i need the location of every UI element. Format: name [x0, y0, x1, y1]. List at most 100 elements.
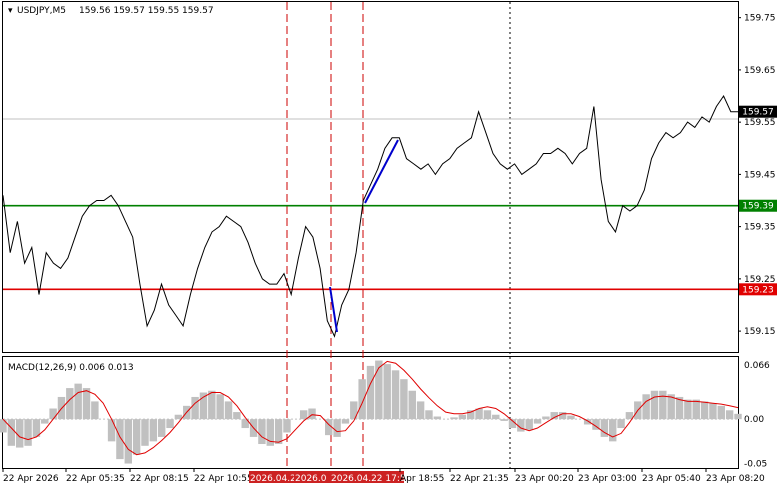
macd-bar — [233, 412, 241, 420]
macd-bar — [592, 419, 600, 430]
macd-bar — [308, 408, 316, 420]
level-tag-0 — [739, 199, 777, 212]
macd-bar — [650, 390, 659, 420]
macd-label: MACD(12,26,9) 0.006 0.013 — [8, 363, 134, 373]
macd-bar — [450, 417, 458, 420]
macd-bar — [116, 419, 124, 460]
macd-bar — [149, 419, 158, 442]
macd-bar — [49, 408, 57, 420]
macd-bar — [583, 419, 592, 425]
price-line — [2, 94, 738, 338]
time-marker-tag — [249, 471, 294, 483]
macd-bar — [274, 419, 283, 445]
macd-bar — [7, 419, 16, 446]
time-tick-label: 22 Apr 10:55 — [194, 474, 253, 484]
time-tick-label: 22 Apr 05:35 — [66, 474, 125, 484]
level-tag-label-0: 159.39 — [742, 202, 774, 212]
macd-bar — [216, 394, 224, 420]
macd-bar — [667, 394, 675, 420]
macd-bar — [617, 419, 625, 429]
time-tick-label: Apr 18:55 — [400, 474, 444, 484]
time-marker-label: 2026.0 — [295, 474, 327, 484]
macd-bar — [500, 419, 508, 421]
macd-bar — [208, 390, 216, 420]
macd-tick-label: 0.00 — [744, 415, 764, 425]
macd-bar — [15, 419, 24, 448]
macd-bar — [375, 360, 383, 420]
macd-bar — [24, 419, 32, 446]
macd-bar — [366, 365, 375, 420]
macd-bar — [425, 410, 433, 420]
price-tick-label: 159.35 — [744, 223, 776, 233]
macd-bar — [41, 419, 49, 424]
price-axis: 159.75159.65159.55159.45159.35159.25159.… — [738, 14, 776, 337]
current-price-tag — [739, 105, 777, 118]
price-pane — [2, 1, 739, 353]
price-tick-label: 159.75 — [744, 14, 776, 24]
macd-bar — [124, 419, 133, 464]
macd-bar — [525, 419, 533, 430]
macd-bar — [684, 399, 692, 420]
macd-bar — [341, 419, 350, 424]
highlight-segment-0 — [329, 286, 338, 333]
macd-bar — [550, 412, 558, 420]
macd-bar — [141, 419, 149, 446]
macd-bar — [391, 370, 400, 420]
macd-bar — [734, 413, 742, 420]
macd-bar — [725, 410, 734, 420]
macd-bar — [157, 419, 166, 437]
macd-bar — [0, 419, 7, 433]
macd-bar — [475, 408, 483, 420]
macd-bar — [199, 392, 208, 420]
highlight-segment-1 — [364, 139, 399, 204]
macd-bar — [433, 416, 442, 420]
current-price-label: 159.57 — [742, 108, 774, 118]
symbol-dropdown-icon[interactable]: ▾ — [8, 6, 13, 16]
time-tick-label: 23 Apr 03:00 — [578, 474, 637, 484]
macd-bar — [483, 410, 492, 420]
macd-bar — [408, 390, 416, 420]
time-tick-label: 22 Apr 21:35 — [450, 474, 509, 484]
macd-bar — [74, 383, 82, 420]
time-marker-tag — [294, 471, 330, 483]
macd-bar — [709, 403, 717, 420]
macd-bar — [416, 401, 425, 420]
macd-bar — [350, 401, 358, 420]
macd-bar — [266, 419, 274, 446]
macd-bar — [224, 401, 233, 420]
macd-bar — [383, 364, 391, 420]
macd-tick-label: 0.066 — [744, 361, 770, 371]
macd-bar — [700, 401, 709, 420]
macd-bar — [333, 419, 341, 437]
macd-bar — [567, 415, 575, 420]
macd-bar — [91, 401, 99, 420]
time-marker-label: 2026.04.2 — [250, 474, 296, 484]
macd-bar — [400, 379, 408, 420]
time-tick-label: 22 Apr 08:15 — [130, 474, 189, 484]
symbol-label: USDJPY,M5 — [17, 6, 66, 16]
macd-bar — [625, 412, 634, 420]
macd-histogram — [0, 360, 742, 464]
highlight-segments — [329, 139, 399, 333]
macd-bar — [508, 419, 517, 429]
price-tick-label: 159.55 — [744, 118, 776, 128]
time-tick-label: 22 Apr 2026 — [3, 474, 59, 484]
price-tick-label: 159.65 — [744, 66, 776, 76]
macd-bar — [492, 414, 500, 420]
macd-bar — [191, 396, 199, 420]
macd-bar — [107, 419, 116, 442]
macd-bar — [608, 419, 617, 442]
macd-bar — [82, 388, 91, 420]
level-tag-label-1: 159.23 — [742, 285, 774, 295]
macd-bar — [558, 412, 567, 420]
time-marker-label: 2026.04.22 17:55 — [331, 474, 411, 484]
macd-bar — [241, 419, 249, 429]
ohlc-readout: 159.56 159.57 159.55 159.57 — [79, 6, 214, 16]
macd-bar — [600, 419, 609, 437]
macd-bar — [458, 414, 467, 420]
macd-bar — [533, 419, 542, 424]
macd-bar — [174, 414, 183, 420]
macd-bar — [283, 419, 291, 433]
price-tick-label: 159.15 — [744, 327, 776, 337]
macd-bar — [358, 379, 366, 420]
